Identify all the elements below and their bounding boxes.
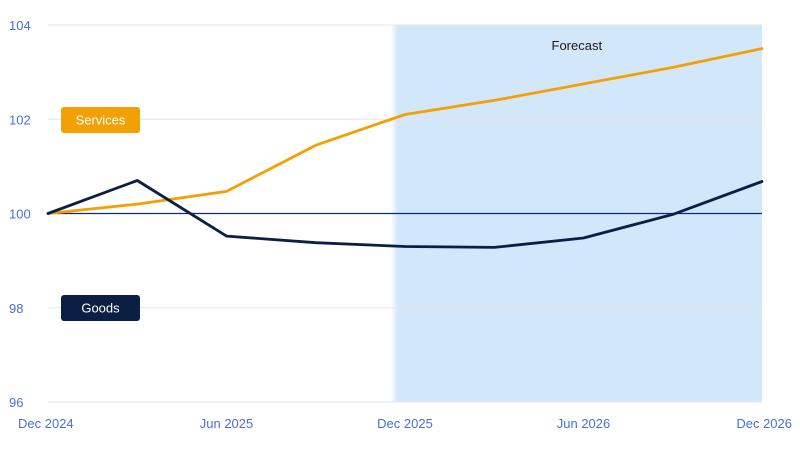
- legend-label: Goods: [81, 301, 120, 316]
- y-tick-label: 104: [9, 18, 31, 33]
- axis-labels: 96 98 100 102 104 Dec 2024 Jun 2025 Dec 2025 Jun…: [9, 18, 792, 431]
- x-tick-label: Dec 2024: [18, 416, 74, 431]
- x-tick-label: Dec 2026: [736, 416, 792, 431]
- y-tick-label: 102: [9, 112, 31, 127]
- y-tick-label: 100: [9, 207, 31, 222]
- legend-badge-bg: [61, 107, 140, 133]
- legend-badge-services: Services: [61, 107, 140, 133]
- series-line-goods: [46, 179, 764, 249]
- gridlines: [48, 24, 762, 403]
- y-tick-label: 98: [9, 301, 23, 316]
- x-tick-label: Jun 2026: [557, 416, 611, 431]
- y-tick-label: 96: [9, 395, 23, 410]
- series-lines: [46, 47, 764, 249]
- x-tick-label: Jun 2025: [200, 416, 254, 431]
- legend-label: Services: [76, 113, 126, 128]
- legend-badge-goods: Goods: [61, 295, 140, 321]
- x-tick-label: Dec 2025: [377, 416, 433, 431]
- legend-badges: Services Goods: [61, 107, 140, 321]
- forecast-label: Forecast: [552, 38, 603, 53]
- legend-badge-bg: [61, 295, 140, 321]
